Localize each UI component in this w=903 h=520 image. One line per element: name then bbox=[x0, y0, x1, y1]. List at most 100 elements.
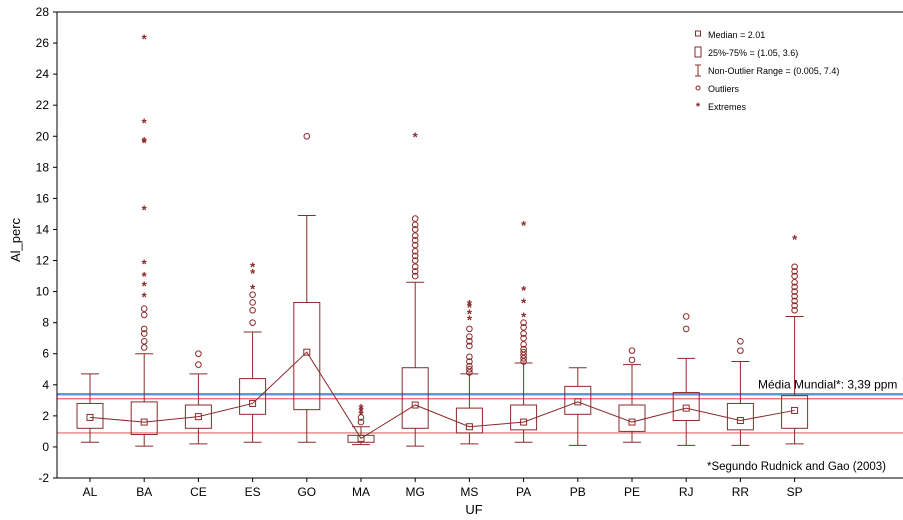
extreme-point: * bbox=[358, 401, 364, 416]
outlier-point bbox=[520, 351, 527, 359]
y-tick-label: 8 bbox=[42, 316, 49, 330]
extreme-point: * bbox=[521, 283, 527, 298]
outlier-point bbox=[411, 272, 419, 280]
outlier-point bbox=[520, 334, 527, 342]
iqr-box bbox=[781, 395, 809, 429]
y-tick-label: 20 bbox=[36, 129, 50, 143]
iqr-box bbox=[672, 392, 700, 422]
iqr-box bbox=[130, 401, 158, 436]
legend-extreme-symbol: * bbox=[696, 101, 701, 113]
outlier-point bbox=[791, 292, 798, 300]
outlier-point bbox=[682, 313, 690, 320]
outlier-point bbox=[357, 418, 365, 426]
extreme-point: * bbox=[358, 407, 364, 422]
outlier-point bbox=[140, 325, 148, 333]
box-sp: * bbox=[781, 232, 809, 445]
outlier-point bbox=[411, 263, 419, 271]
x-tick-label: MG bbox=[406, 485, 425, 499]
y-tick-label: 18 bbox=[36, 160, 50, 174]
legend-outlier-symbol bbox=[695, 85, 701, 91]
outlier-point bbox=[249, 291, 256, 299]
x-tick-label: RR bbox=[732, 485, 750, 499]
outlier-point bbox=[520, 330, 527, 337]
outlier-point bbox=[140, 338, 148, 345]
iqr-box bbox=[510, 404, 538, 431]
outlier-point bbox=[411, 247, 419, 255]
x-axis-label: UF bbox=[465, 502, 482, 517]
outlier-point bbox=[791, 272, 798, 280]
x-tick-label: GO bbox=[297, 485, 316, 499]
iqr-box bbox=[239, 378, 267, 415]
outlier-point bbox=[682, 325, 690, 333]
y-tick-label: 26 bbox=[36, 36, 50, 50]
y-tick-label: 22 bbox=[36, 98, 50, 112]
outlier-point bbox=[520, 324, 527, 331]
box-ms: **** bbox=[455, 297, 483, 445]
x-tick-label: ES bbox=[245, 485, 261, 499]
outlier-point bbox=[520, 358, 527, 365]
extreme-point: * bbox=[142, 135, 148, 150]
legend: Median = 2.01 25%-75% = (1.05, 3.6) Non-… bbox=[694, 30, 839, 113]
x-tick-label: PE bbox=[624, 485, 640, 499]
outlier-point bbox=[195, 350, 202, 358]
outlier-point bbox=[249, 299, 256, 306]
outlier-point bbox=[411, 241, 419, 249]
extreme-point: * bbox=[358, 404, 364, 419]
box-es: *** bbox=[239, 260, 267, 443]
outlier-point bbox=[791, 288, 798, 295]
extreme-point: * bbox=[467, 306, 473, 321]
outlier-point bbox=[466, 365, 473, 373]
outlier-point bbox=[411, 221, 419, 229]
outlier-point bbox=[140, 305, 148, 312]
extreme-point: * bbox=[467, 300, 473, 315]
iqr-box bbox=[184, 404, 212, 429]
extreme-point: * bbox=[142, 31, 148, 46]
y-tick-label: 24 bbox=[36, 67, 50, 81]
outlier-point bbox=[466, 353, 473, 361]
extreme-point: * bbox=[250, 266, 256, 281]
outlier-point bbox=[791, 297, 798, 305]
legend-range-label: Non-Outlier Range = (0.005, 7.4) bbox=[708, 66, 839, 76]
legend-box-symbol bbox=[694, 46, 702, 58]
outlier-point bbox=[466, 338, 473, 345]
y-axis-label: Al_perc bbox=[8, 217, 23, 262]
outlier-point bbox=[791, 302, 798, 309]
outlier-point bbox=[520, 319, 527, 326]
legend-median-label: Median = 2.01 bbox=[708, 30, 765, 40]
x-tick-label: RJ bbox=[679, 485, 694, 499]
box-go bbox=[293, 132, 321, 443]
outlier-point bbox=[737, 338, 744, 345]
extreme-point: * bbox=[142, 289, 148, 304]
outlier-point bbox=[791, 283, 798, 291]
outlier-point bbox=[249, 319, 256, 326]
extreme-point: * bbox=[467, 297, 473, 312]
y-tick-label: 2 bbox=[42, 409, 49, 423]
outlier-point bbox=[520, 355, 527, 362]
box-ba: ********* bbox=[130, 31, 158, 447]
y-tick-label: 12 bbox=[36, 254, 50, 268]
outlier-point bbox=[411, 237, 419, 244]
y-tick-label: 10 bbox=[36, 285, 50, 299]
outlier-point bbox=[466, 358, 473, 365]
iqr-box bbox=[401, 367, 429, 429]
iqr-box bbox=[726, 402, 754, 431]
outlier-point bbox=[411, 226, 419, 233]
outlier-point bbox=[791, 263, 798, 271]
outlier-point bbox=[737, 347, 744, 354]
y-tick-label: 14 bbox=[36, 222, 50, 236]
x-tick-label: AL bbox=[83, 485, 98, 499]
extreme-point: * bbox=[792, 232, 798, 247]
legend-median-symbol bbox=[695, 30, 701, 37]
y-tick-label: -2 bbox=[38, 471, 49, 485]
outlier-point bbox=[791, 306, 798, 314]
iqr-box bbox=[455, 407, 483, 434]
outlier-point bbox=[791, 278, 798, 286]
y-tick-label: 16 bbox=[36, 191, 50, 205]
extreme-point: * bbox=[521, 309, 527, 324]
outlier-point bbox=[411, 232, 419, 239]
outlier-point bbox=[628, 356, 636, 364]
outlier-point bbox=[303, 132, 311, 140]
extreme-point: * bbox=[142, 278, 148, 293]
outlier-point bbox=[195, 361, 202, 368]
